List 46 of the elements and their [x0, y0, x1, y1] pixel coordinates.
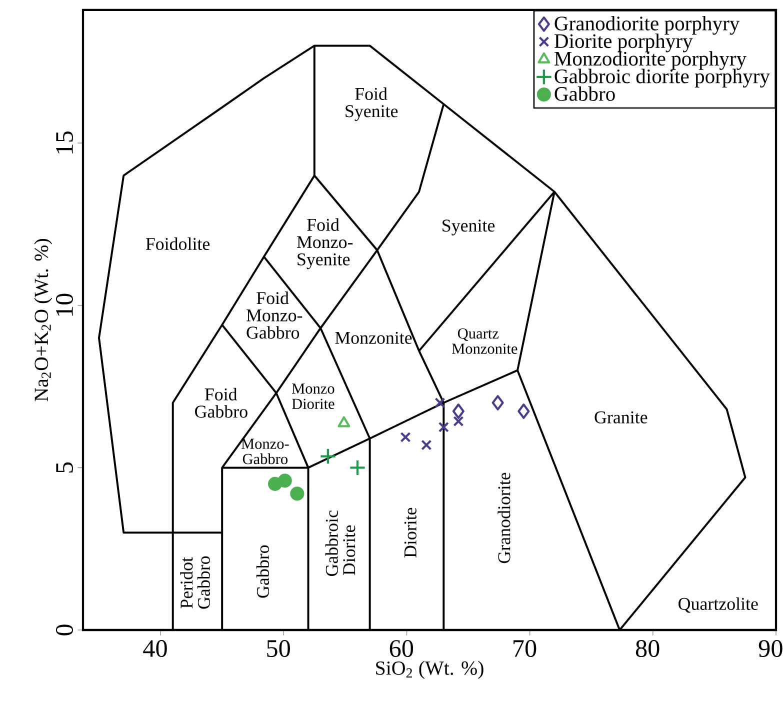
point — [492, 395, 504, 410]
annotation: Monzonite — [335, 332, 412, 344]
legend-label: Diorite porphyry — [554, 34, 693, 52]
annotation: Granite — [594, 411, 648, 424]
x-tick-label: 40 — [143, 640, 167, 658]
annotation: Monzo-Gabbro — [241, 438, 289, 464]
y-tick-label: 15 — [56, 131, 73, 154]
x-tick-label: 80 — [636, 640, 660, 658]
point — [434, 397, 446, 408]
annotation: Gabbro — [256, 545, 270, 598]
annotation: Foidolite — [146, 237, 210, 250]
legend-label: Granodiorite porphyry — [554, 16, 740, 35]
annotation: Foid Monzo-Syenite — [296, 218, 353, 270]
x-tick-label: 60 — [390, 640, 414, 658]
point — [452, 404, 464, 419]
legend-label: Gabbro — [554, 86, 615, 101]
y-tick-label: 5 — [56, 462, 73, 473]
point — [349, 459, 366, 476]
annotation: Diorite — [404, 508, 416, 558]
annotation: Quartz Monzonite — [452, 328, 518, 354]
legend-label: Monzodiorite porphyry — [554, 51, 747, 70]
y-tick-label: 10 — [56, 294, 73, 316]
point — [400, 432, 411, 442]
point — [278, 474, 292, 488]
annotation: Foid Gabbro — [195, 388, 248, 418]
annotation: Gabbroic Diorite — [325, 510, 356, 576]
annotation: Peridot Gabbro — [180, 556, 210, 609]
y-axis-title: Na$_{2}$O+K$_{2}$O (Wt. %) — [34, 239, 52, 402]
annotation: Quartzolite — [678, 597, 758, 613]
x-axis-title: SiO$_{2}$ (Wt. %) — [376, 660, 484, 679]
annotation: Granodiorite — [498, 472, 510, 564]
point — [290, 486, 304, 501]
x-tick-label: 90 — [758, 640, 782, 658]
annotation: Foid Syenite — [346, 87, 398, 121]
point — [453, 416, 464, 427]
annotation: Syenite — [442, 220, 495, 236]
x-tick-label: 70 — [514, 640, 536, 658]
point — [338, 416, 350, 428]
annotation: Foid Monzo-Gabbro — [246, 292, 302, 339]
point — [421, 440, 432, 450]
annotation: Monzo Diorite — [292, 384, 334, 409]
y-tick-label: 0 — [56, 624, 73, 636]
point — [438, 422, 449, 432]
point — [518, 404, 530, 419]
x-tick-label: 50 — [267, 640, 290, 658]
point — [320, 448, 336, 465]
